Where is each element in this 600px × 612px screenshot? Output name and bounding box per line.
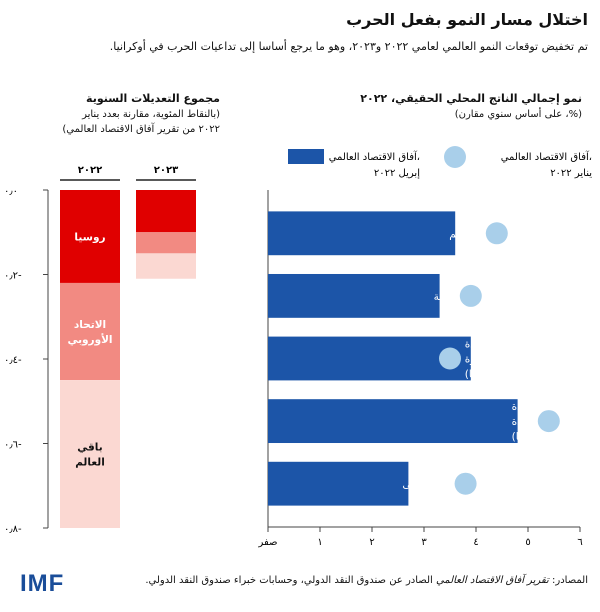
growth-bar bbox=[268, 461, 409, 506]
revisions-chart-subtitle-1: (بالنقاط المئوية، مقارنة بعدد يناير bbox=[82, 109, 220, 120]
x-tick-label: ١ bbox=[317, 537, 322, 548]
revisions-chart-subtitle-2: ٢٠٢٢ من تقرير آفاق الاقتصاد العالمي) bbox=[62, 124, 220, 135]
y-tick-label: ٠٫٦- bbox=[4, 440, 22, 451]
legend-bar-label-1: آفاق الاقتصاد العالمي، bbox=[329, 150, 420, 163]
source-publication: تقرير آفاق الاقتصاد العالمي bbox=[435, 575, 549, 586]
source-label: المصادر: bbox=[548, 575, 588, 586]
growth-bar bbox=[268, 399, 518, 444]
x-tick-label: صفر bbox=[257, 537, 277, 548]
growth-bar-label: للسلع الأولية (ما عدا روسيا) bbox=[465, 368, 586, 381]
revisions-chart-title: مجموع التعديلات السنوية bbox=[86, 92, 220, 105]
x-tick-label: ٢ bbox=[369, 537, 374, 548]
growth-bar bbox=[268, 211, 456, 256]
legend-dot-label-1: آفاق الاقتصاد العالمي، bbox=[501, 150, 592, 163]
growth-bar bbox=[268, 273, 440, 318]
page-subtitle: تم تخفيض توقعات النمو العالمي لعامي ٢٠٢٢… bbox=[109, 40, 588, 53]
growth-bar bbox=[268, 336, 471, 381]
legend-dot-label-2: يناير ٢٠٢٢ bbox=[550, 168, 592, 179]
legend-bar-label-2: إبريل ٢٠٢٢ bbox=[374, 168, 420, 179]
growth-chart-subtitle: (%، على أساس سنوي مقارن) bbox=[454, 109, 582, 120]
source-note: المصادر: تقرير آفاق الاقتصاد العالمي الص… bbox=[110, 575, 588, 586]
growth-chart-title: نمو إجمالي الناتج المحلي الحقيقي، ٢٠٢٢ bbox=[360, 92, 582, 105]
column-year-label: ٢٠٢٣ bbox=[154, 165, 178, 176]
x-tick-label: ٦ bbox=[577, 537, 582, 548]
growth-legend: آفاق الاقتصاد العالمي، إبريل ٢٠٢٢ آفاق ا… bbox=[288, 146, 592, 179]
growth-dot bbox=[454, 472, 477, 495]
growth-dot bbox=[485, 222, 508, 245]
growth-dot bbox=[439, 347, 461, 370]
y-tick-label: ٠٫٢- bbox=[4, 271, 22, 282]
growth-bar-label: اقتصادات الأسواق الصاعدة bbox=[512, 400, 600, 413]
revisions-chart: ٠٫٠ ٠٫٢- ٠٫٤- ٠٫٦- ٠٫٨- ٢٠٢٢ روسيا الاتحاد الأور… bbox=[4, 165, 196, 535]
growth-bar-label: والاقتصادات النامية المصدرة bbox=[465, 354, 588, 366]
segment-label: روسيا bbox=[74, 231, 105, 243]
legend-dot-swatch bbox=[444, 146, 466, 168]
y-tick-label: ٠٫٤- bbox=[4, 355, 22, 366]
segment-label: باقي bbox=[77, 442, 102, 454]
y-tick-label: ٠٫٨- bbox=[4, 524, 22, 535]
imf-logo: IMF bbox=[20, 570, 65, 597]
revisions-plot-area: ٠٫٠ ٠٫٢- ٠٫٤- ٠٫٦- ٠٫٨- ٢٠٢٢ روسيا الاتحاد الأور… bbox=[4, 165, 196, 535]
growth-bar-label: للسلع الأولية (ما عدا أوكرانيا) bbox=[512, 429, 600, 443]
y-tick-label: ٠٫٠ bbox=[4, 186, 18, 197]
page-title: اختلال مسار النمو بفعل الحرب bbox=[346, 10, 588, 29]
stacked-segment bbox=[136, 190, 196, 233]
legend-bar-swatch bbox=[288, 149, 324, 164]
source-rest: الصادر عن صندوق النقد الدولي، وحسابات خب… bbox=[145, 575, 436, 586]
growth-bar-label: العالم bbox=[449, 228, 474, 240]
x-tick-label: ٥ bbox=[525, 537, 530, 548]
stacked-segment bbox=[60, 380, 120, 528]
segment-label: الاتحاد bbox=[74, 319, 106, 331]
x-tick-label: ٤ bbox=[473, 537, 478, 548]
stacked-segment bbox=[60, 190, 120, 283]
growth-chart: آفاق الاقتصاد العالمي، إبريل ٢٠٢٢ آفاق ا… bbox=[257, 146, 600, 548]
growth-dot bbox=[459, 284, 482, 307]
stacked-segment bbox=[60, 282, 120, 381]
segment-label: العالم bbox=[75, 457, 105, 469]
stacked-segment bbox=[136, 232, 196, 254]
stacked-segment bbox=[136, 253, 196, 279]
segment-label: الأوروبي bbox=[67, 333, 112, 346]
column-year-label: ٢٠٢٢ bbox=[78, 165, 102, 176]
x-tick-label: ٣ bbox=[421, 537, 427, 548]
growth-dot bbox=[537, 410, 560, 433]
growth-bar-label: اقتصادات الأسواق الصاعدة bbox=[465, 338, 582, 351]
